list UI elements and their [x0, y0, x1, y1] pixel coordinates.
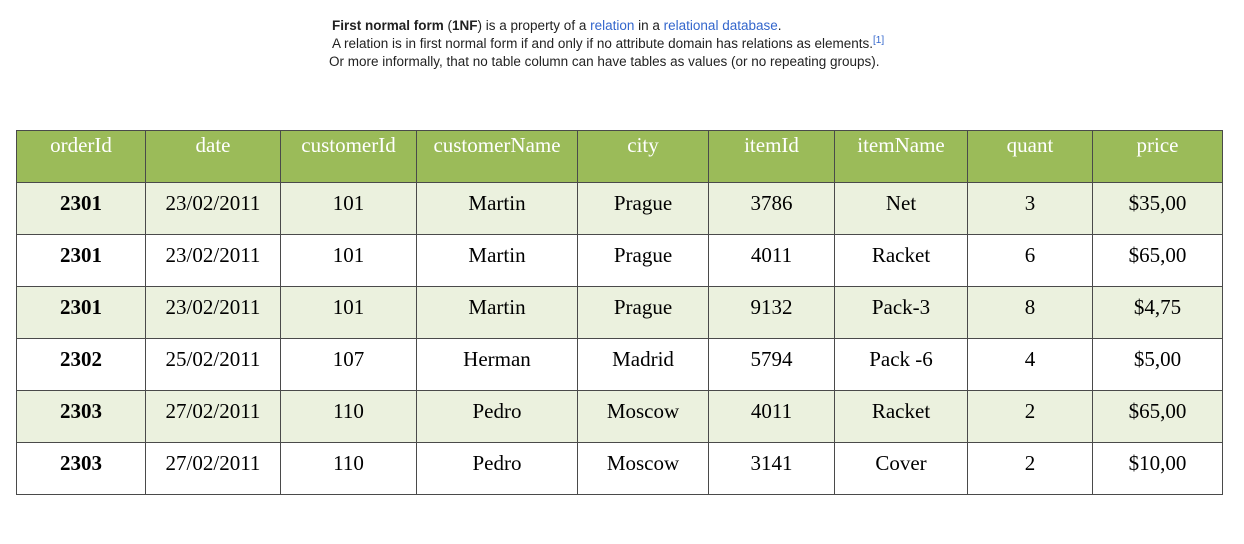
formal-definition-text: A relation is in first normal form if an…	[332, 36, 874, 51]
cell-city: Moscow	[577, 442, 709, 495]
table-row: 2303 27/02/2011 110 Pedro Moscow 3141 Co…	[16, 442, 1223, 495]
cell-item-name: Pack -6	[834, 338, 968, 391]
intro-line-definition: First normal form (1NF) is a property of…	[0, 17, 1244, 35]
informal-definition-text: Or more informally, that no table column…	[329, 54, 880, 69]
cell-order-id: 2301	[16, 234, 146, 287]
cell-date: 23/02/2011	[145, 182, 281, 235]
header-item-id: itemId	[708, 130, 835, 183]
header-city: city	[577, 130, 709, 183]
cell-date: 27/02/2011	[145, 390, 281, 443]
intro-line-informal: Or more informally, that no table column…	[0, 53, 1244, 71]
term-abbreviation: 1NF	[452, 18, 478, 33]
cell-item-name: Racket	[834, 390, 968, 443]
cell-price: $65,00	[1092, 234, 1223, 287]
first-normal-form-table: orderId date customerId customerName cit…	[16, 130, 1223, 495]
cell-customer-name: Martin	[416, 182, 578, 235]
cell-quant: 4	[967, 338, 1093, 391]
cell-customer-name: Martin	[416, 286, 578, 339]
cell-order-id: 2303	[16, 442, 146, 495]
table-row: 2301 23/02/2011 101 Martin Prague 4011 R…	[16, 234, 1223, 287]
cell-customer-name: Pedro	[416, 390, 578, 443]
header-date: date	[145, 130, 281, 183]
cell-customer-name: Pedro	[416, 442, 578, 495]
cell-city: Moscow	[577, 390, 709, 443]
cell-customer-id: 107	[280, 338, 417, 391]
table-row: 2302 25/02/2011 107 Herman Madrid 5794 P…	[16, 338, 1223, 391]
relational-database-link[interactable]: relational database	[663, 18, 778, 33]
cell-city: Madrid	[577, 338, 709, 391]
period-text: .	[777, 18, 782, 33]
cell-item-id: 4011	[708, 234, 835, 287]
cell-quant: 2	[967, 442, 1093, 495]
cell-customer-id: 110	[280, 442, 417, 495]
cell-price: $35,00	[1092, 182, 1223, 235]
term-first-normal-form: First normal form	[332, 18, 444, 33]
intro-text: First normal form (1NF) is a property of…	[0, 17, 1244, 71]
cell-city: Prague	[577, 286, 709, 339]
cell-order-id: 2301	[16, 182, 146, 235]
cell-item-name: Racket	[834, 234, 968, 287]
citation-link[interactable]: [1]	[873, 35, 885, 46]
cell-order-id: 2302	[16, 338, 146, 391]
header-quant: quant	[967, 130, 1093, 183]
cell-item-id: 3141	[708, 442, 835, 495]
header-customer-id: customerId	[280, 130, 417, 183]
definition-text: ) is a property of a	[477, 18, 591, 33]
cell-quant: 6	[967, 234, 1093, 287]
cell-item-name: Pack-3	[834, 286, 968, 339]
cell-customer-name: Herman	[416, 338, 578, 391]
cell-item-id: 9132	[708, 286, 835, 339]
cell-customer-id: 101	[280, 182, 417, 235]
cell-order-id: 2301	[16, 286, 146, 339]
table-row: 2301 23/02/2011 101 Martin Prague 3786 N…	[16, 182, 1223, 235]
intro-line-formal: A relation is in first normal form if an…	[0, 35, 1244, 53]
cell-customer-name: Martin	[416, 234, 578, 287]
cell-price: $65,00	[1092, 390, 1223, 443]
cell-item-id: 5794	[708, 338, 835, 391]
cell-price: $10,00	[1092, 442, 1223, 495]
table-header-row: orderId date customerId customerName cit…	[16, 130, 1223, 183]
cell-customer-id: 101	[280, 234, 417, 287]
cell-date: 23/02/2011	[145, 234, 281, 287]
cell-customer-id: 110	[280, 390, 417, 443]
open-paren-text: (	[443, 18, 453, 33]
header-order-id: orderId	[16, 130, 146, 183]
header-price: price	[1092, 130, 1223, 183]
cell-item-name: Cover	[834, 442, 968, 495]
relation-link[interactable]: relation	[590, 18, 635, 33]
cell-item-name: Net	[834, 182, 968, 235]
cell-item-id: 4011	[708, 390, 835, 443]
table-row: 2301 23/02/2011 101 Martin Prague 9132 P…	[16, 286, 1223, 339]
cell-customer-id: 101	[280, 286, 417, 339]
cell-quant: 8	[967, 286, 1093, 339]
cell-order-id: 2303	[16, 390, 146, 443]
table-row: 2303 27/02/2011 110 Pedro Moscow 4011 Ra…	[16, 390, 1223, 443]
cell-city: Prague	[577, 234, 709, 287]
cell-price: $4,75	[1092, 286, 1223, 339]
in-a-text: in a	[634, 18, 664, 33]
cell-quant: 3	[967, 182, 1093, 235]
cell-city: Prague	[577, 182, 709, 235]
header-customer-name: customerName	[416, 130, 578, 183]
cell-quant: 2	[967, 390, 1093, 443]
cell-date: 25/02/2011	[145, 338, 281, 391]
cell-item-id: 3786	[708, 182, 835, 235]
cell-date: 27/02/2011	[145, 442, 281, 495]
cell-date: 23/02/2011	[145, 286, 281, 339]
cell-price: $5,00	[1092, 338, 1223, 391]
header-item-name: itemName	[834, 130, 968, 183]
